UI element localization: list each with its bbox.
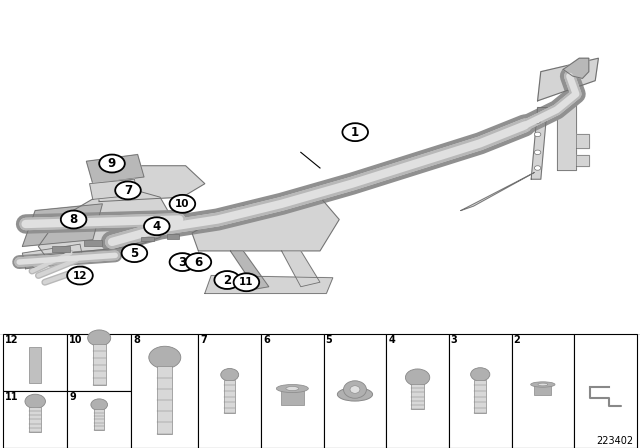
Polygon shape bbox=[563, 58, 589, 78]
Polygon shape bbox=[461, 172, 534, 211]
Ellipse shape bbox=[337, 388, 372, 401]
Circle shape bbox=[88, 330, 111, 346]
Bar bbox=[52, 246, 70, 252]
Circle shape bbox=[534, 119, 541, 123]
Polygon shape bbox=[38, 188, 173, 255]
Text: 7: 7 bbox=[200, 335, 207, 345]
Bar bbox=[412, 384, 424, 409]
Bar bbox=[157, 366, 173, 434]
Circle shape bbox=[99, 155, 125, 172]
Text: 2: 2 bbox=[223, 273, 231, 287]
Bar bbox=[449, 334, 511, 448]
Text: 6: 6 bbox=[263, 335, 269, 345]
Text: 5: 5 bbox=[131, 246, 138, 260]
Text: 8: 8 bbox=[70, 213, 77, 226]
Circle shape bbox=[122, 244, 147, 262]
Polygon shape bbox=[230, 251, 269, 289]
Polygon shape bbox=[22, 204, 102, 246]
Bar bbox=[474, 380, 486, 414]
Polygon shape bbox=[531, 108, 547, 179]
Polygon shape bbox=[90, 179, 138, 199]
Ellipse shape bbox=[286, 387, 299, 391]
Circle shape bbox=[25, 394, 45, 409]
Text: 7: 7 bbox=[124, 184, 132, 197]
Polygon shape bbox=[192, 197, 339, 251]
Circle shape bbox=[534, 166, 541, 170]
Bar bbox=[67, 334, 131, 391]
Bar bbox=[141, 237, 154, 241]
Bar bbox=[3, 334, 67, 391]
Ellipse shape bbox=[531, 382, 555, 387]
Text: 10: 10 bbox=[175, 199, 189, 209]
Text: 9: 9 bbox=[69, 392, 76, 402]
Circle shape bbox=[67, 267, 93, 284]
Text: 4: 4 bbox=[388, 335, 395, 345]
Text: 4: 4 bbox=[153, 220, 161, 233]
Bar bbox=[167, 234, 179, 239]
Circle shape bbox=[470, 368, 490, 381]
Polygon shape bbox=[22, 244, 83, 269]
Circle shape bbox=[170, 253, 195, 271]
Polygon shape bbox=[576, 134, 589, 148]
Circle shape bbox=[170, 195, 195, 213]
Polygon shape bbox=[282, 251, 320, 287]
Circle shape bbox=[91, 399, 108, 410]
Bar bbox=[198, 334, 261, 448]
Bar bbox=[261, 334, 324, 448]
Bar bbox=[93, 345, 106, 385]
Circle shape bbox=[115, 181, 141, 199]
Text: 6: 6 bbox=[195, 255, 202, 269]
Text: 10: 10 bbox=[69, 335, 83, 345]
Text: 12: 12 bbox=[5, 335, 19, 345]
Text: 8: 8 bbox=[133, 335, 140, 345]
Circle shape bbox=[186, 253, 211, 271]
Bar bbox=[84, 240, 102, 246]
Ellipse shape bbox=[538, 383, 548, 386]
Bar bbox=[94, 409, 104, 430]
Bar bbox=[67, 391, 131, 448]
Text: 3: 3 bbox=[451, 335, 458, 345]
Text: 1: 1 bbox=[351, 125, 359, 139]
Circle shape bbox=[149, 346, 181, 369]
Bar bbox=[281, 388, 303, 405]
Bar bbox=[574, 334, 637, 448]
Text: 2: 2 bbox=[513, 335, 520, 345]
Bar bbox=[224, 380, 236, 414]
Circle shape bbox=[406, 369, 430, 386]
Bar bbox=[29, 407, 41, 432]
Text: 223402: 223402 bbox=[596, 436, 634, 446]
Polygon shape bbox=[96, 166, 205, 202]
Bar bbox=[324, 334, 387, 448]
Circle shape bbox=[342, 123, 368, 141]
Bar bbox=[511, 334, 574, 448]
Polygon shape bbox=[538, 58, 598, 101]
Ellipse shape bbox=[350, 386, 360, 393]
Circle shape bbox=[214, 271, 240, 289]
Text: 12: 12 bbox=[73, 271, 87, 280]
Text: 3: 3 bbox=[179, 255, 186, 269]
Ellipse shape bbox=[344, 381, 367, 398]
Text: 11: 11 bbox=[5, 392, 19, 402]
Bar bbox=[387, 334, 449, 448]
Bar bbox=[534, 384, 552, 395]
Circle shape bbox=[61, 211, 86, 228]
Polygon shape bbox=[86, 155, 144, 184]
Bar bbox=[131, 334, 198, 448]
Ellipse shape bbox=[276, 384, 308, 392]
Circle shape bbox=[534, 150, 541, 155]
Circle shape bbox=[534, 132, 541, 137]
Text: 9: 9 bbox=[108, 157, 116, 170]
Circle shape bbox=[221, 369, 239, 381]
Circle shape bbox=[144, 217, 170, 235]
Polygon shape bbox=[557, 99, 576, 170]
Text: 5: 5 bbox=[326, 335, 332, 345]
Circle shape bbox=[234, 273, 259, 291]
Bar bbox=[29, 347, 41, 383]
Text: 11: 11 bbox=[239, 277, 253, 287]
Bar bbox=[3, 391, 67, 448]
Polygon shape bbox=[205, 276, 333, 293]
Polygon shape bbox=[576, 155, 589, 166]
